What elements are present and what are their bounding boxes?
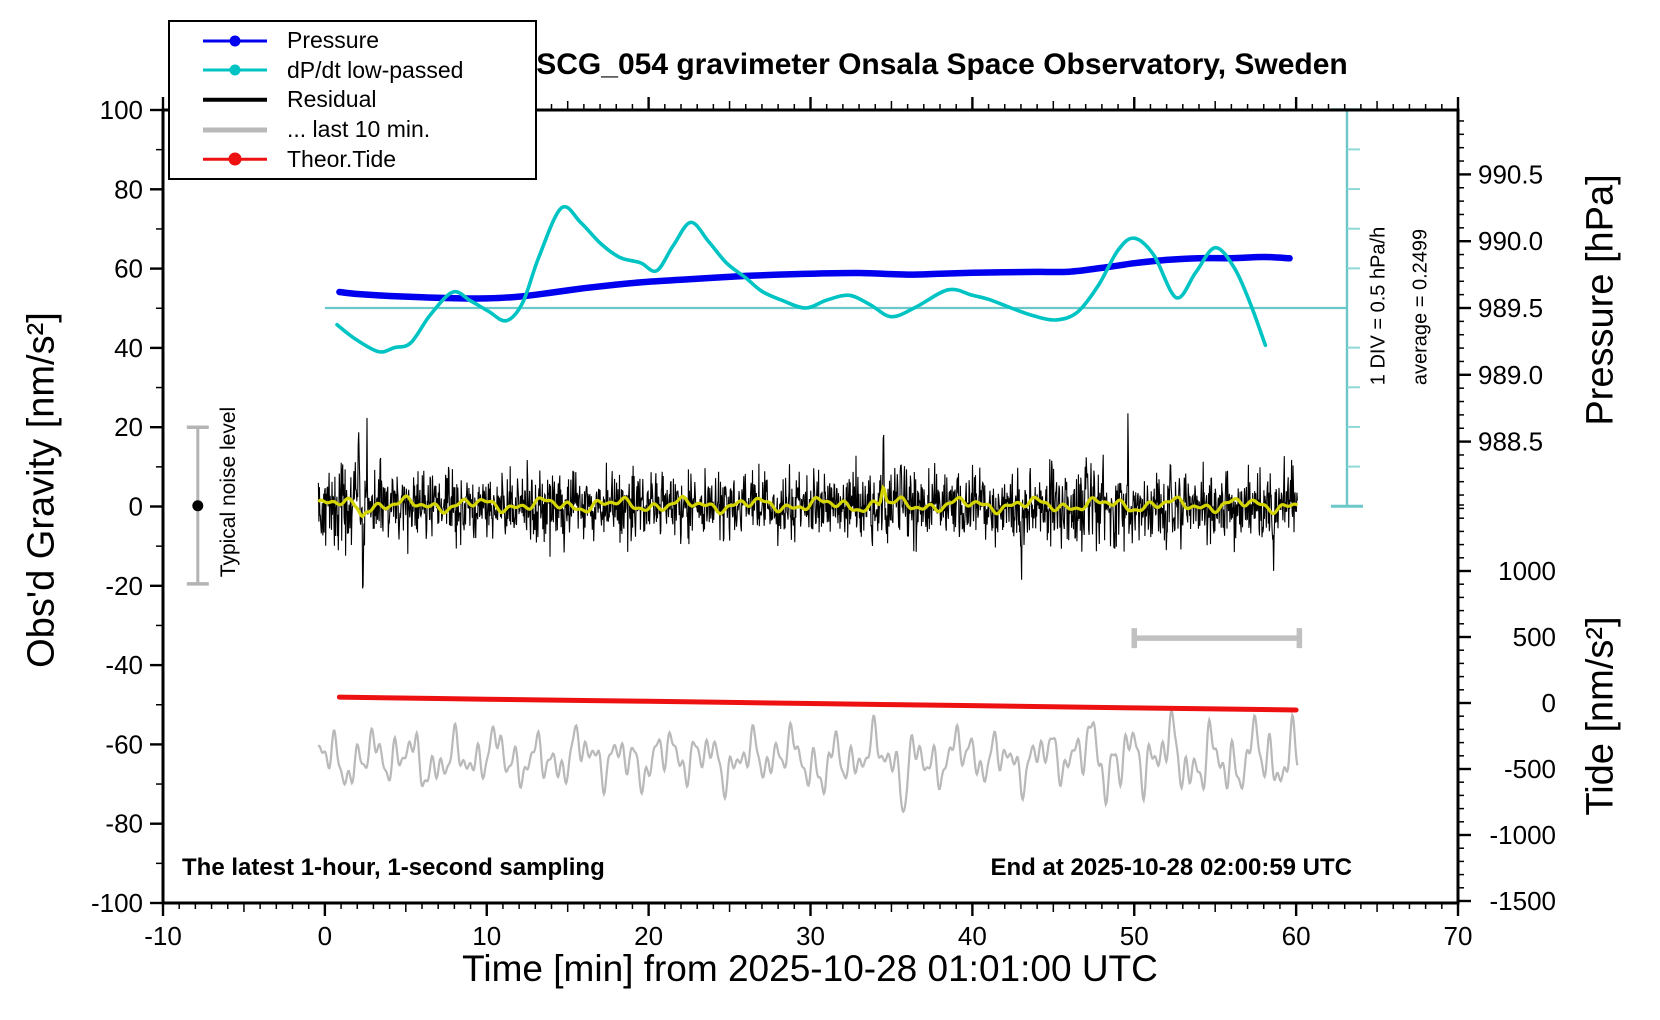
residual-smooth-series xyxy=(317,484,1299,519)
tick-label: 60 xyxy=(114,254,143,284)
pressure-axis-title: Pressure [hPa] xyxy=(1579,174,1622,426)
legend-line xyxy=(203,127,267,133)
legend-entry-1: dP/dt low-passed xyxy=(170,56,535,84)
tick-label: 100 xyxy=(100,95,143,125)
tick-label: 10 xyxy=(472,921,501,951)
tide-axis-title: Tide [nm/s²] xyxy=(1579,616,1622,816)
legend-entry-0: Pressure xyxy=(170,27,535,55)
tick-label: 989.0 xyxy=(1478,360,1543,390)
legend-dot-icon xyxy=(228,152,242,166)
tick-label: 30 xyxy=(796,921,825,951)
legend-label: Residual xyxy=(287,86,377,113)
tick-label: 500 xyxy=(1513,622,1556,652)
tick-label: -1500 xyxy=(1490,886,1557,916)
legend-line-sample xyxy=(203,56,267,84)
tick-label: -20 xyxy=(105,571,143,601)
tide-series xyxy=(336,694,1299,713)
legend-line-sample xyxy=(203,116,267,144)
legend-entry-3: ... last 10 min. xyxy=(170,116,535,144)
tick-label: 988.5 xyxy=(1478,427,1543,457)
tick-label: 40 xyxy=(114,333,143,363)
tick-label: 80 xyxy=(114,174,143,204)
tick-label: 0 xyxy=(1542,688,1556,718)
noise-level-bar xyxy=(186,425,209,586)
tick-label: 990.5 xyxy=(1478,159,1543,189)
tick-label: -1000 xyxy=(1490,820,1557,850)
tick-label: -500 xyxy=(1504,754,1556,784)
plot-title: SCG_054 gravimeter Onsala Space Observat… xyxy=(536,48,1348,81)
x-axis-title: Time [min] from 2025-10-28 01:01:00 UTC xyxy=(462,948,1158,989)
last10-series xyxy=(317,706,1299,814)
tick-label: 0 xyxy=(318,921,332,951)
sampling-note: The latest 1-hour, 1-second sampling xyxy=(182,854,605,881)
tick-label: -10 xyxy=(144,921,182,951)
legend-dot-icon xyxy=(229,35,241,47)
noise-level-label: Typical noise level xyxy=(217,406,240,578)
legend-label: Pressure xyxy=(287,27,380,54)
ten-min-bar xyxy=(1131,628,1303,649)
legend-line-sample xyxy=(203,27,267,55)
legend-entry-2: Residual xyxy=(170,86,535,114)
tick-label: 990.0 xyxy=(1478,226,1543,256)
legend-label: dP/dt low-passed xyxy=(287,56,464,83)
tick-label: 1000 xyxy=(1498,556,1556,586)
tick-label: 989.5 xyxy=(1478,293,1543,323)
tick-label: 50 xyxy=(1120,921,1149,951)
legend-line xyxy=(203,97,267,103)
dpdt-series xyxy=(335,204,1268,354)
gravity-axis-title: Obs'd Gravity [nm/s²] xyxy=(20,312,63,668)
legend-entry-4: Theor.Tide xyxy=(170,145,535,173)
tick-label: 70 xyxy=(1444,921,1473,951)
tick-label: 20 xyxy=(114,412,143,442)
tick-label: 0 xyxy=(129,492,143,522)
tick-label: 40 xyxy=(958,921,987,951)
tick-label: -100 xyxy=(91,888,143,918)
legend-line-sample xyxy=(203,145,267,173)
pressure-series xyxy=(336,253,1293,302)
legend-label: Theor.Tide xyxy=(287,145,397,172)
tick-label: -80 xyxy=(105,809,143,839)
legend-dot-icon xyxy=(229,64,241,76)
legend-line-sample xyxy=(203,86,267,114)
legend: Pressure dP/dt low-passed Residual ... last… xyxy=(168,20,537,180)
dpdt-scale xyxy=(324,108,1363,508)
plot-frame xyxy=(161,108,1460,905)
tick-label: -40 xyxy=(105,650,143,680)
tick-label: -60 xyxy=(105,729,143,759)
average-label: average = 0.2499 xyxy=(1409,228,1432,386)
axes-frame: -10 0 10 20 30 40 50 60 70-100-80-60-40-20020406… xyxy=(91,95,1556,951)
tick-label: 20 xyxy=(634,921,663,951)
end-time-note: End at 2025-10-28 02:00:59 UTC xyxy=(990,854,1353,881)
tick-label: 60 xyxy=(1282,921,1311,951)
div-scale-label: 1 DIV = 0.5 hPa/h xyxy=(1367,226,1390,386)
legend-label: ... last 10 min. xyxy=(287,116,431,143)
